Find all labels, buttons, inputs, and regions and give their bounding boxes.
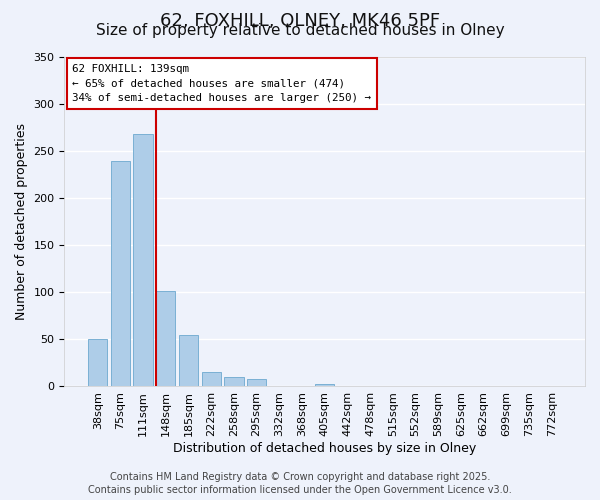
Text: 62 FOXHILL: 139sqm
← 65% of detached houses are smaller (474)
34% of semi-detach: 62 FOXHILL: 139sqm ← 65% of detached hou… bbox=[72, 64, 371, 104]
Text: 62, FOXHILL, OLNEY, MK46 5PF: 62, FOXHILL, OLNEY, MK46 5PF bbox=[160, 12, 440, 30]
Bar bbox=[88, 340, 107, 386]
Bar bbox=[133, 134, 153, 386]
Bar bbox=[179, 334, 198, 386]
Bar bbox=[247, 379, 266, 386]
Bar bbox=[111, 161, 130, 386]
Text: Contains HM Land Registry data © Crown copyright and database right 2025.
Contai: Contains HM Land Registry data © Crown c… bbox=[88, 472, 512, 495]
X-axis label: Distribution of detached houses by size in Olney: Distribution of detached houses by size … bbox=[173, 442, 476, 455]
Text: Size of property relative to detached houses in Olney: Size of property relative to detached ho… bbox=[95, 24, 505, 38]
Bar bbox=[202, 372, 221, 386]
Y-axis label: Number of detached properties: Number of detached properties bbox=[15, 123, 28, 320]
Bar bbox=[224, 377, 244, 386]
Bar bbox=[315, 384, 334, 386]
Bar bbox=[156, 291, 175, 386]
